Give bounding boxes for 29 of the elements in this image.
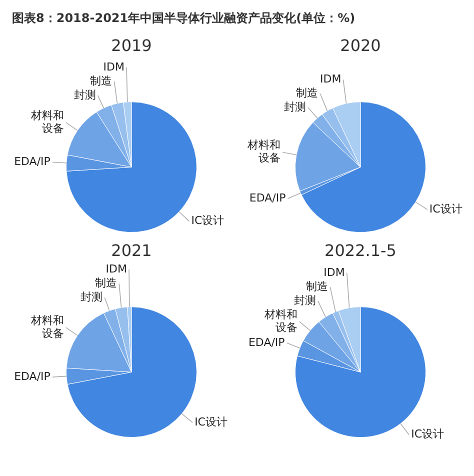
slice-label: IDM [320, 72, 342, 86]
slice-label: 材料和设备 [263, 308, 298, 334]
slice-label: EDA/IP [249, 191, 286, 204]
slice-label: 封测 [80, 290, 103, 304]
slice-label: EDA/IP [248, 336, 286, 349]
slice-label: 材料和设备 [30, 108, 64, 135]
slice-label: IDM [103, 60, 125, 74]
slice-label: 封测 [294, 294, 316, 307]
chart-title: 图表8：2018-2021年中国半导体行业融资产品变化(单位：%) [11, 10, 356, 27]
slice-label: IC设计 [429, 202, 462, 216]
slice-label: IDM [324, 266, 345, 279]
chart-subtitle: 2020 [340, 36, 381, 55]
chart-subtitle: 2022.1-5 [324, 240, 396, 260]
slice-label: IDM [106, 262, 128, 276]
slice-label: 材料和设备 [30, 314, 64, 340]
slice-label: 制造 [306, 280, 328, 293]
slice-label: 封测 [284, 100, 306, 114]
chart-subtitle: 2019 [111, 36, 152, 55]
slice-label: EDA/IP [14, 370, 51, 383]
slice-label: 材料和设备 [246, 138, 281, 165]
chart-subtitle: 2021 [111, 240, 152, 260]
slice-label: IC设计 [194, 415, 228, 428]
slice-label: 制造 [90, 74, 112, 88]
slice-label: 制造 [296, 86, 318, 100]
slice-label: EDA/IP [14, 154, 51, 168]
slice-label: IC设计 [411, 428, 444, 441]
slice-label: 制造 [95, 276, 118, 290]
slice-label: IC设计 [191, 214, 224, 228]
slice-label: 封测 [74, 88, 96, 102]
